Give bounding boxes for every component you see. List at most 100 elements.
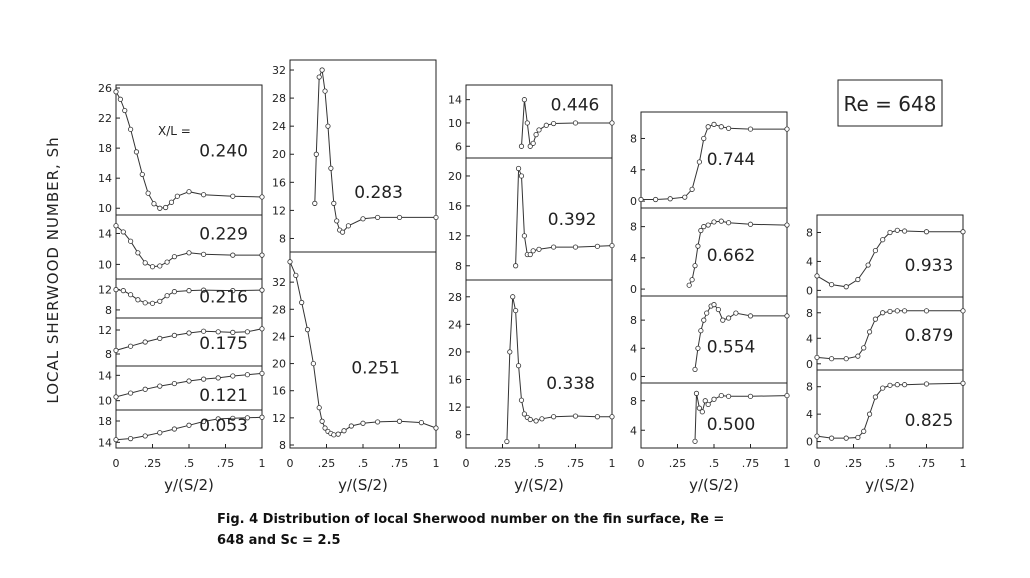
x-tick-label: .5 — [534, 457, 545, 470]
y-tick-label: 10 — [98, 395, 112, 408]
data-point — [259, 414, 265, 420]
y-tick-label: 14 — [98, 436, 112, 449]
y-tick-label: 14 — [98, 227, 112, 240]
data-point — [113, 287, 119, 293]
data-point — [689, 186, 695, 192]
y-tick-label: 12 — [448, 401, 462, 414]
data-point — [702, 398, 708, 404]
data-point — [504, 438, 510, 445]
data-point — [696, 159, 703, 165]
x-axis-col-3: 0 .25 .5 .75 1 y/(S/2) — [463, 444, 616, 494]
y-tick-label: 14 — [98, 369, 112, 382]
x-tick-label: .75 — [217, 457, 235, 470]
y-tick-label: 0 — [630, 283, 637, 296]
y-tick-label: 10 — [98, 202, 112, 215]
data-point — [887, 382, 893, 388]
data-point — [201, 418, 207, 425]
data-point — [142, 386, 148, 392]
data-point — [872, 394, 879, 400]
y-tick-label: 20 — [448, 346, 462, 359]
x-axis-label: y/(S/2) — [164, 476, 214, 494]
y-tick-label: 16 — [272, 385, 286, 398]
y-tick-label: 8 — [279, 232, 286, 245]
x-tick-label: .75 — [391, 457, 409, 470]
data-point — [784, 392, 790, 399]
y-tick-label: 12 — [98, 324, 112, 337]
series-label: 0.879 — [905, 326, 954, 346]
x-tick-label: .5 — [709, 457, 720, 470]
data-point — [692, 438, 698, 444]
data-point — [157, 205, 163, 211]
y-tick-label: 4 — [806, 255, 813, 268]
x-tick-label: .5 — [885, 457, 896, 470]
data-point — [201, 328, 207, 334]
data-point — [866, 329, 873, 335]
panel-0.338: 8 12 16 20 24 28 0.338 — [448, 279, 615, 449]
x-axis-col-4: 0 .25 .5 .75 1 y/(S/2) — [638, 444, 791, 494]
data-point — [901, 308, 908, 314]
data-point — [230, 415, 236, 421]
panel-0.283: 8 12 16 20 24 28 32 0.283 — [272, 59, 439, 253]
data-point — [215, 375, 221, 381]
x-tick-label: .75 — [742, 457, 760, 470]
data-point — [725, 393, 732, 399]
y-tick-label: 4 — [630, 342, 637, 355]
x-tick-label: 0 — [463, 457, 470, 470]
data-point — [322, 88, 328, 94]
data-point — [171, 380, 177, 387]
data-point — [201, 251, 207, 257]
data-point — [652, 196, 659, 203]
y-tick-label: 8 — [630, 395, 637, 408]
series-label: 0.338 — [546, 374, 595, 394]
data-point — [701, 224, 707, 230]
data-point — [139, 171, 145, 178]
data-point — [244, 329, 250, 335]
x-axis-label: y/(S/2) — [514, 476, 564, 494]
data-point — [705, 124, 711, 130]
x-tick-label: .25 — [845, 457, 863, 470]
data-point — [550, 414, 557, 420]
series-label: 0.121 — [199, 386, 248, 406]
y-tick-label: 24 — [448, 318, 462, 331]
data-point — [259, 287, 265, 293]
data-point — [128, 435, 134, 442]
series-line — [115, 91, 263, 209]
data-point — [142, 433, 148, 439]
data-point — [923, 229, 930, 235]
data-point — [259, 252, 265, 258]
data-point — [880, 237, 886, 243]
panel-0.229: 10 14 0.229 — [98, 214, 265, 280]
panel-frame — [289, 59, 437, 253]
y-tick-label: 14 — [448, 94, 462, 107]
data-point — [186, 288, 192, 294]
panel-0.662: 0 4 8 0.662 — [630, 207, 790, 297]
y-tick-label: 8 — [806, 307, 813, 320]
data-point — [638, 196, 644, 203]
x-tick-label: .25 — [494, 457, 512, 470]
data-point — [533, 132, 539, 138]
data-point — [186, 189, 192, 195]
data-point — [695, 243, 701, 249]
y-tick-label: 20 — [448, 170, 462, 183]
data-point — [142, 260, 148, 266]
data-point — [705, 222, 711, 228]
data-point — [374, 419, 381, 425]
data-point — [689, 277, 695, 283]
x-axis-label: y/(S/2) — [865, 476, 915, 494]
data-point — [186, 378, 192, 384]
data-point — [151, 201, 157, 207]
data-point — [960, 308, 966, 314]
data-point — [855, 276, 861, 283]
y-tick-label: 8 — [630, 314, 637, 327]
data-point — [120, 288, 126, 294]
data-point — [128, 126, 134, 132]
panel-0.240: 10 14 18 22 26 0.240 — [98, 82, 265, 216]
data-point — [304, 327, 311, 333]
data-point — [715, 306, 721, 313]
data-point — [396, 418, 403, 424]
data-point — [157, 430, 163, 436]
y-tick-label: 12 — [272, 412, 286, 425]
y-tick-label: 8 — [455, 260, 462, 273]
data-point — [901, 228, 908, 234]
